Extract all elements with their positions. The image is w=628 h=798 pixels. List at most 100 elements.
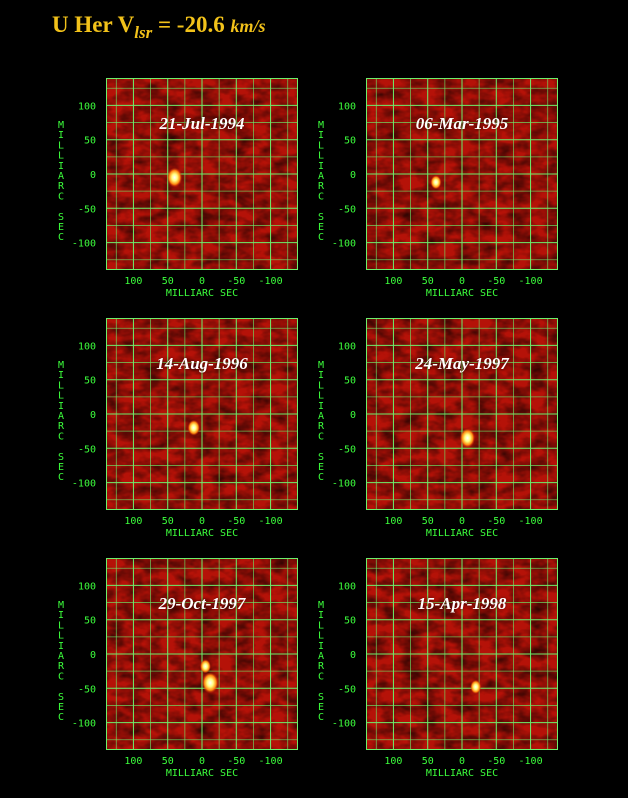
y-axis-title-letter: L xyxy=(58,151,64,162)
y-tick-label: -100 xyxy=(72,239,96,250)
x-tick-label: 50 xyxy=(162,276,174,287)
y-axis-title-letter: C xyxy=(318,431,324,442)
maser-spot xyxy=(459,428,476,448)
x-tick-label: -50 xyxy=(227,276,245,287)
x-axis-title: MILLIARC SEC xyxy=(166,528,238,539)
x-tick-label: 100 xyxy=(124,756,142,767)
observation-date: 21-Jul-1994 xyxy=(159,114,245,133)
maser-spot xyxy=(201,672,219,694)
y-tick-label: -50 xyxy=(338,444,356,455)
y-axis-title-letter: A xyxy=(58,651,64,662)
y-tick-label: 100 xyxy=(338,581,356,592)
maser-map xyxy=(106,558,298,750)
map-panel-1: 21-Jul-1994 100 50 0 -50 -100 100 50 0 -50 -100 MIL… xyxy=(58,78,358,318)
y-tick-label: 50 xyxy=(84,616,96,627)
x-tick-label: -100 xyxy=(519,276,543,287)
maser-map xyxy=(366,558,558,750)
y-tick-label: 50 xyxy=(84,376,96,387)
y-axis-title-letter: R xyxy=(58,181,65,192)
y-axis-title-letter: A xyxy=(58,411,64,422)
x-tick-label: -50 xyxy=(227,756,245,767)
y-axis-title-letter: C xyxy=(58,671,64,682)
x-tick-label: 100 xyxy=(384,516,402,527)
y-axis-title-letter: E xyxy=(318,702,324,713)
map-panel-6: 15-Apr-1998 100 50 0 -50 -100 100 50 0 -50 -100 MIL… xyxy=(318,558,618,798)
y-axis-title-letter: S xyxy=(58,452,64,463)
y-tick-label: 50 xyxy=(84,136,96,147)
y-axis-title-letter: L xyxy=(58,140,64,151)
maser-spot xyxy=(199,659,212,674)
x-tick-label: 0 xyxy=(199,276,205,287)
maser-spot xyxy=(187,419,201,436)
y-tick-label: -100 xyxy=(72,719,96,730)
y-axis-title-letter: E xyxy=(318,462,324,473)
y-axis-title-letter: M xyxy=(58,120,64,131)
y-axis-title-letter: L xyxy=(318,391,324,402)
y-tick-label: 0 xyxy=(90,650,96,661)
maser-spot xyxy=(430,175,442,190)
x-tick-label: -100 xyxy=(519,756,543,767)
page-title: U Her Vlsr = -20.6 km/s xyxy=(52,12,266,42)
y-axis-title-letter: E xyxy=(318,222,324,233)
x-tick-label: 100 xyxy=(124,516,142,527)
y-tick-label: 100 xyxy=(78,101,96,112)
maser-spot xyxy=(470,679,482,695)
observation-date: 06-Mar-1995 xyxy=(415,114,509,133)
x-tick-label: 100 xyxy=(384,756,402,767)
y-axis-title-letter: A xyxy=(318,651,324,662)
y-axis-title-letter: M xyxy=(318,360,324,371)
y-tick-label: -100 xyxy=(332,719,356,730)
y-tick-label: -50 xyxy=(78,204,96,215)
x-tick-label: 50 xyxy=(422,756,434,767)
y-axis-title-letter: I xyxy=(318,641,324,652)
maser-map xyxy=(366,78,558,270)
x-tick-label: 50 xyxy=(422,516,434,527)
y-axis-title-letter: E xyxy=(58,702,64,713)
x-tick-label: -100 xyxy=(259,756,283,767)
y-tick-label: 100 xyxy=(78,341,96,352)
y-axis-title-letter: L xyxy=(318,620,324,631)
x-axis-title: MILLIARC SEC xyxy=(166,288,238,299)
y-axis-title-letter: A xyxy=(318,411,324,422)
x-tick-label: -50 xyxy=(487,516,505,527)
y-axis-title-letter: S xyxy=(318,452,324,463)
y-tick-label: -50 xyxy=(78,684,96,695)
y-axis-title-letter: S xyxy=(58,212,64,223)
y-axis-title-letter: C xyxy=(58,712,64,723)
y-tick-label: -50 xyxy=(338,204,356,215)
x-tick-label: -50 xyxy=(487,756,505,767)
y-axis-title-letter: M xyxy=(58,600,64,611)
y-axis-title-letter: A xyxy=(318,171,324,182)
observation-date: 24-May-1997 xyxy=(415,354,509,373)
y-axis-title-letter: M xyxy=(318,600,324,611)
y-axis-title-letter: C xyxy=(318,232,324,243)
y-tick-label: 100 xyxy=(338,101,356,112)
x-tick-label: 0 xyxy=(199,756,205,767)
y-tick-label: 100 xyxy=(338,341,356,352)
maser-map xyxy=(366,318,558,510)
x-tick-label: 0 xyxy=(459,516,465,527)
x-tick-label: 50 xyxy=(162,516,174,527)
y-axis-title-letter: C xyxy=(58,191,64,202)
y-axis-title-letter: I xyxy=(58,370,64,381)
x-tick-label: -100 xyxy=(519,516,543,527)
maser-map xyxy=(106,78,298,270)
y-axis-title-letter: C xyxy=(318,671,324,682)
x-tick-label: -100 xyxy=(259,276,283,287)
maser-spot xyxy=(166,167,183,188)
y-tick-label: 0 xyxy=(90,410,96,421)
y-axis-title-letter: M xyxy=(318,120,324,131)
y-axis-title-letter: I xyxy=(58,161,64,172)
x-axis-title: MILLIARC SEC xyxy=(426,528,498,539)
y-axis-title-letter: S xyxy=(318,692,324,703)
y-axis-title-letter: R xyxy=(318,181,325,192)
y-axis-title-letter: I xyxy=(58,641,64,652)
y-tick-label: 0 xyxy=(350,410,356,421)
y-axis-title-letter: R xyxy=(58,661,65,672)
y-axis-title-letter: L xyxy=(318,631,324,642)
